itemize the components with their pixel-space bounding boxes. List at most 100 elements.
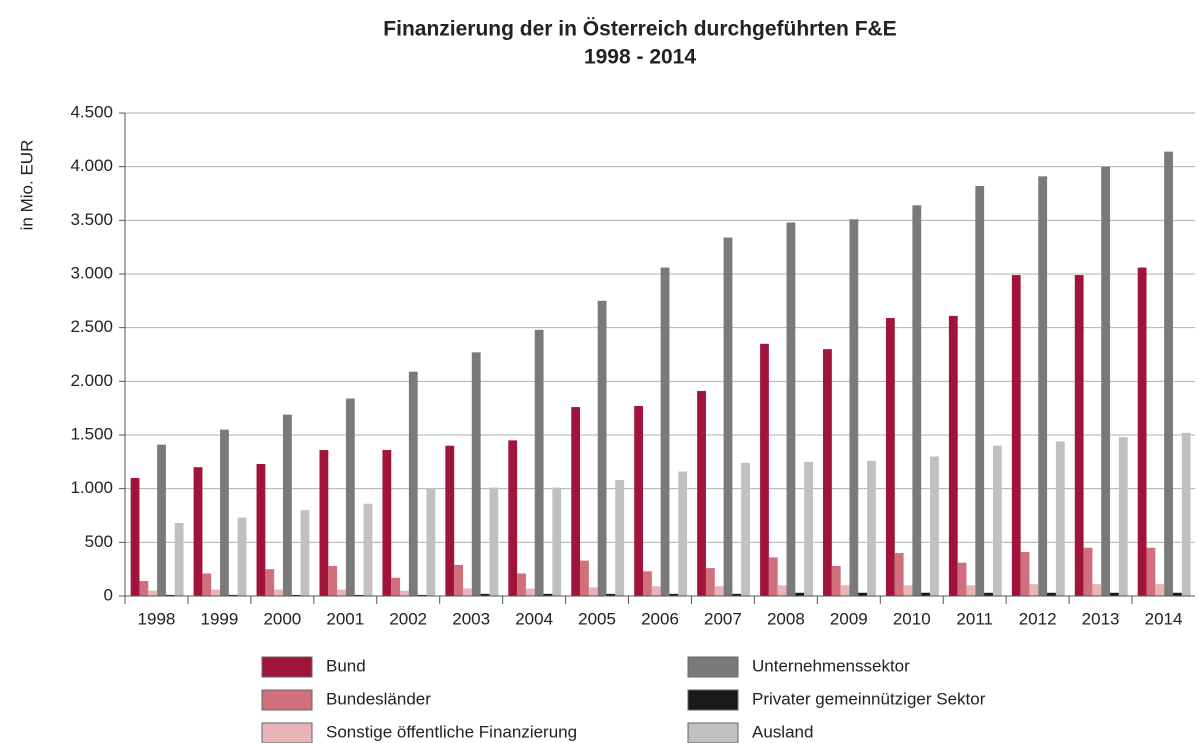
x-tick-label: 2014: [1145, 609, 1183, 628]
bar: [760, 343, 769, 596]
bar: [174, 523, 184, 596]
legend-swatch: [687, 689, 739, 711]
bar: [1101, 166, 1111, 596]
bar: [408, 371, 418, 596]
bar: [840, 585, 850, 596]
bar: [489, 487, 499, 596]
y-tick-label: 2.500: [70, 317, 113, 336]
bar: [417, 594, 427, 596]
bar: [615, 480, 625, 596]
x-tick-label: 2011: [956, 609, 993, 628]
legend-swatch: [261, 722, 313, 743]
y-tick-label: 500: [85, 532, 113, 551]
x-tick-label: 2013: [1082, 609, 1120, 628]
y-tick-label: 3.500: [70, 210, 113, 229]
bar: [157, 444, 166, 596]
bar: [454, 564, 463, 596]
bar: [732, 593, 742, 596]
bar: [517, 573, 526, 596]
bar: [885, 318, 895, 596]
chart-title: Finanzierung der in Österreich durchgefü…: [383, 18, 896, 41]
bar: [328, 565, 338, 596]
bar: [669, 593, 679, 596]
bar: [1038, 176, 1048, 596]
bar: [228, 594, 238, 596]
x-tick-label: 2006: [641, 609, 679, 628]
bar: [804, 461, 813, 596]
chart-subtitle: 1998 - 2014: [584, 46, 696, 69]
bar: [165, 594, 175, 596]
bar: [1181, 432, 1191, 596]
bar: [1092, 584, 1102, 596]
bar: [354, 594, 364, 596]
bar: [211, 589, 221, 596]
bar: [1020, 551, 1030, 596]
bar: [597, 300, 607, 596]
legend-label: Bund: [326, 656, 366, 675]
bar: [300, 510, 310, 596]
x-tick-label: 2002: [389, 609, 427, 628]
bar: [265, 569, 275, 596]
bar: [903, 585, 913, 596]
y-tick-label: 4.000: [70, 156, 113, 175]
bar: [445, 445, 455, 596]
bar: [571, 407, 581, 596]
bar: [1047, 592, 1056, 596]
bar: [391, 577, 401, 596]
bar: [606, 593, 616, 596]
bar: [697, 390, 706, 596]
bar: [660, 267, 670, 596]
bar: [363, 503, 373, 596]
bar: [480, 593, 490, 596]
bar: [1164, 151, 1173, 596]
bar: [831, 565, 841, 596]
bar: [382, 450, 392, 596]
bar: [588, 587, 598, 596]
bar: [1055, 441, 1065, 596]
y-tick-label: 3.000: [70, 263, 113, 282]
bar: [912, 205, 922, 596]
bar: [337, 589, 346, 596]
y-tick-label: 0: [104, 585, 113, 604]
x-tick-label: 2003: [452, 609, 490, 628]
x-tick-label: 1999: [200, 609, 238, 628]
bar: [777, 585, 787, 596]
bar: [858, 592, 868, 596]
bar: [1110, 592, 1119, 596]
bar: [148, 590, 158, 596]
x-tick-label: 2008: [767, 609, 805, 628]
bar: [930, 456, 939, 596]
bar: [139, 580, 149, 596]
bar: [849, 219, 859, 596]
x-tick-label: 2001: [326, 609, 364, 628]
bar: [823, 349, 832, 596]
bar: [795, 592, 805, 596]
bar: [543, 593, 553, 596]
x-tick-label: 1998: [138, 609, 176, 628]
bar: [643, 571, 652, 596]
x-tick-label: 2010: [893, 609, 931, 628]
bar: [786, 222, 796, 597]
bar: [291, 594, 301, 596]
bar: [1011, 275, 1021, 596]
bar: [220, 429, 229, 596]
x-tick-label: 2012: [1019, 609, 1057, 628]
x-tick-label: 2009: [830, 609, 868, 628]
bar: [202, 573, 212, 596]
bar: [1155, 584, 1165, 596]
bar: [319, 450, 329, 596]
bar: [1146, 547, 1156, 596]
x-tick-label: 2004: [515, 609, 553, 628]
bar: [894, 553, 904, 596]
bar: [957, 562, 967, 596]
bar: [400, 590, 409, 596]
bar: [274, 589, 283, 596]
bar: [966, 585, 976, 596]
bar: [705, 568, 715, 596]
y-tick-label: 4.500: [70, 102, 113, 121]
bar: [256, 463, 266, 596]
y-tick-label: 1.000: [70, 478, 113, 497]
legend-label: Ausland: [752, 722, 813, 741]
bar: [741, 462, 751, 596]
